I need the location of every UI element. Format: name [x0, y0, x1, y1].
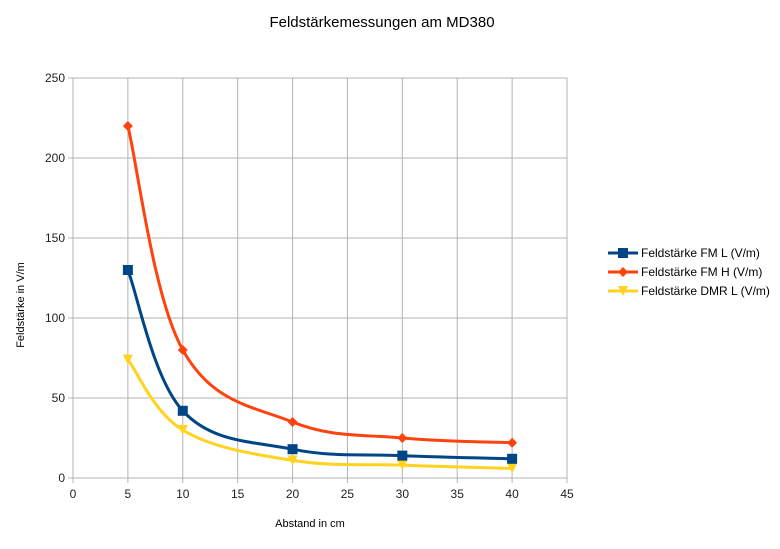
data-point: [122, 121, 133, 131]
grid: [68, 77, 568, 483]
plot-frame: [72, 77, 568, 479]
x-tick-label: 15: [231, 487, 245, 501]
legend-label: Feldstärke FM L (V/m): [641, 246, 760, 260]
data-point: [507, 453, 518, 464]
legend-label: Feldstärke FM H (V/m): [641, 265, 762, 279]
chart-title: Feldstärkemessungen am MD380: [269, 14, 494, 31]
data-point: [507, 463, 518, 474]
data-point: [122, 265, 133, 275]
data-point: [287, 444, 298, 455]
series-line: [126, 269, 513, 461]
x-tick-label: 25: [341, 487, 355, 501]
series-0: [122, 265, 518, 464]
x-tick-label: 0: [70, 487, 77, 501]
data-point: [177, 345, 188, 355]
legend-item: Feldstärke DMR L (V/m): [608, 284, 770, 298]
series: [122, 121, 518, 474]
data-point: [287, 417, 298, 427]
x-tick-label: 5: [125, 487, 132, 501]
series-line: [126, 125, 513, 445]
data-point: [122, 354, 133, 365]
x-tick-label: 40: [505, 487, 519, 501]
data-point: [287, 455, 298, 466]
series-1: [122, 121, 518, 448]
legend-marker: [618, 286, 628, 296]
x-tick-label: 30: [396, 487, 410, 501]
x-axis-label: Abstand in cm: [275, 518, 345, 530]
data-point: [177, 425, 188, 435]
y-axis-label: Feldstärke in V/m: [15, 262, 27, 348]
x-tick-label: 35: [451, 487, 465, 501]
legend: Feldstärke FM L (V/m) Feldstärke FM H (V/…: [608, 246, 770, 298]
x-tick-label: 10: [176, 487, 190, 501]
data-point: [397, 460, 408, 471]
x-tick-label: 45: [560, 487, 574, 501]
y-tick-label: 50: [52, 391, 66, 405]
legend-marker: [618, 248, 628, 258]
data-point: [177, 405, 188, 416]
data-point: [507, 437, 518, 448]
legend-label: Feldstärke DMR L (V/m): [641, 284, 770, 298]
ticks: 0 5 10 15 20 25 30 35 40 45 0 50 100 150 200 250: [45, 71, 574, 501]
y-tick-label: 100: [45, 311, 65, 325]
y-tick-label: 200: [45, 151, 65, 165]
legend-item: Feldstärke FM H (V/m): [608, 265, 762, 279]
y-tick-label: 0: [58, 471, 65, 485]
series-2: [122, 354, 518, 474]
x-tick-label: 20: [286, 487, 300, 501]
y-tick-label: 250: [45, 71, 65, 85]
data-point: [397, 450, 408, 461]
legend-marker: [618, 267, 628, 277]
data-point: [397, 433, 408, 443]
y-tick-label: 150: [45, 231, 65, 245]
legend-item: Feldstärke FM L (V/m): [608, 246, 760, 260]
